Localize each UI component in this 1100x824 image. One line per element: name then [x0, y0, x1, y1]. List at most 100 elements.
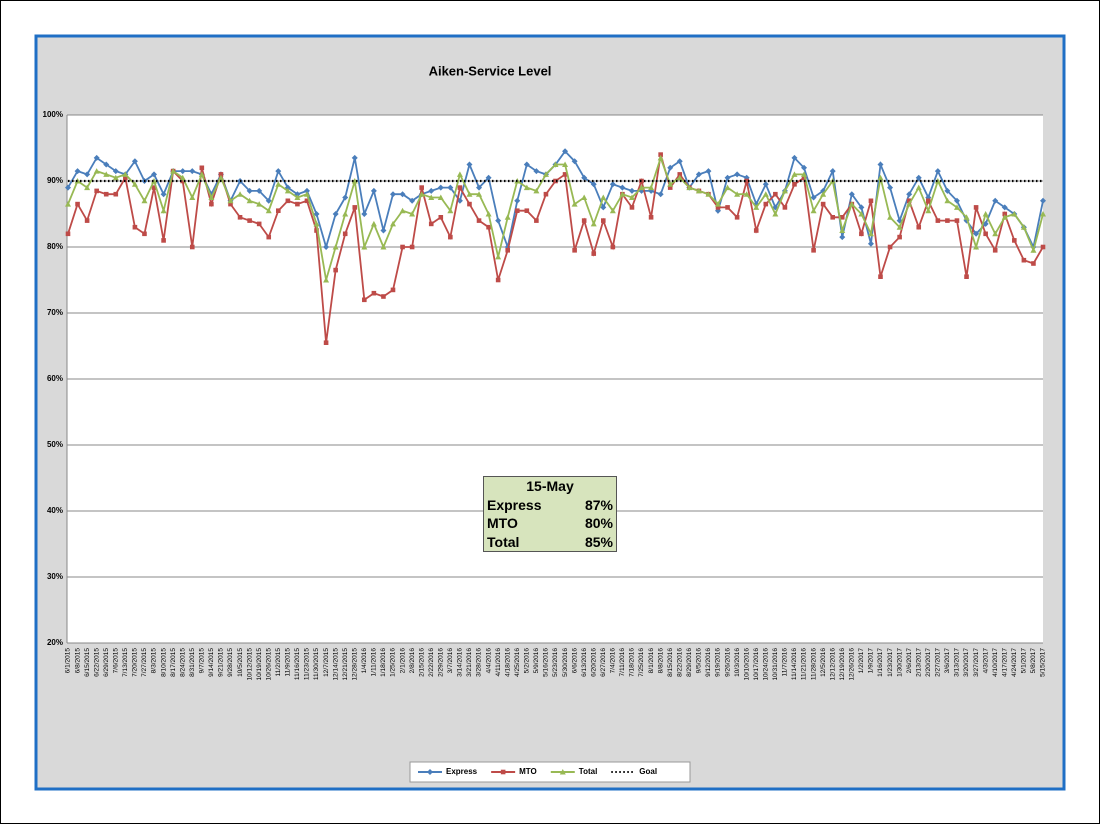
marker	[925, 198, 931, 204]
x-tick-label: 2/8/2016	[409, 648, 416, 674]
marker	[734, 171, 741, 178]
marker	[504, 214, 511, 220]
marker	[763, 201, 769, 207]
x-tick-label: 7/6/2015	[113, 648, 120, 674]
marker	[686, 184, 693, 191]
marker	[170, 168, 177, 174]
x-tick-label: 11/21/2016	[801, 648, 808, 680]
x-tick-label: 2/13/2017	[915, 648, 922, 677]
marker	[801, 164, 808, 171]
marker	[84, 184, 91, 191]
marker	[897, 234, 902, 240]
marker	[657, 191, 664, 198]
marker	[944, 197, 951, 204]
x-tick-label: 9/7/2015	[199, 648, 206, 674]
marker	[552, 161, 559, 167]
x-tick-label: 1/23/2017	[887, 648, 894, 677]
x-tick-label: 7/20/2015	[132, 648, 139, 677]
marker	[705, 191, 712, 197]
marker	[773, 191, 778, 197]
marker	[781, 187, 788, 194]
x-tick-label: 8/3/2015	[151, 648, 158, 674]
marker	[581, 194, 588, 200]
marker	[84, 171, 91, 178]
marker	[906, 198, 912, 204]
marker	[887, 214, 894, 220]
legend-label: MTO	[519, 767, 537, 776]
marker	[65, 231, 71, 237]
marker	[734, 191, 741, 197]
annotation-label: MTO	[487, 515, 518, 531]
annotation-value: 80%	[584, 515, 613, 531]
marker	[533, 187, 540, 194]
x-tick-label: 6/8/2015	[74, 648, 81, 674]
marker	[559, 769, 566, 775]
marker	[1002, 211, 1008, 217]
marker	[332, 244, 339, 250]
x-tick-label: 6/27/2016	[600, 648, 607, 677]
x-tick-label: 3/13/2017	[954, 648, 961, 677]
marker	[256, 201, 263, 207]
marker	[762, 181, 769, 188]
x-tick-label: 8/22/2016	[676, 648, 683, 677]
x-tick-label: 6/1/2015	[65, 648, 72, 674]
marker	[247, 218, 252, 223]
marker	[590, 220, 597, 227]
marker	[609, 181, 616, 188]
marker	[973, 244, 980, 250]
y-tick-label: 60%	[47, 374, 63, 383]
marker	[141, 197, 148, 204]
marker	[438, 215, 444, 220]
x-tick-label: 5/2/2016	[524, 648, 531, 674]
marker	[437, 184, 444, 191]
marker	[896, 224, 903, 230]
marker	[1001, 204, 1008, 211]
marker	[495, 217, 502, 224]
marker	[590, 181, 597, 188]
x-tick-label: 2/27/2017	[935, 648, 942, 677]
marker	[1040, 244, 1046, 250]
annotation-label: Express	[487, 496, 542, 513]
x-tick-label: 2/1/2016	[399, 648, 406, 674]
marker	[419, 185, 424, 190]
marker	[294, 194, 301, 200]
marker	[1012, 238, 1017, 243]
x-tick-label: 12/7/2015	[323, 648, 330, 677]
marker	[925, 207, 932, 214]
marker	[906, 201, 913, 207]
marker	[313, 211, 320, 217]
marker	[581, 218, 587, 223]
marker	[209, 201, 214, 207]
marker	[792, 182, 797, 187]
marker	[342, 211, 349, 217]
marker	[266, 234, 272, 240]
marker	[122, 171, 129, 177]
marker	[447, 184, 454, 191]
x-tick-label: 9/28/2015	[227, 648, 234, 677]
marker	[342, 194, 349, 201]
x-tick-label: 5/9/2016	[533, 648, 540, 674]
marker	[505, 248, 511, 253]
marker	[934, 168, 941, 175]
marker	[963, 214, 970, 220]
marker	[695, 187, 702, 194]
marker	[954, 218, 960, 223]
marker	[352, 205, 358, 210]
y-tick-label: 80%	[47, 242, 63, 251]
x-tick-label: 3/6/2017	[944, 648, 951, 674]
marker	[581, 174, 588, 181]
marker	[848, 191, 855, 198]
x-tick-label: 12/12/2016	[829, 648, 836, 681]
marker	[466, 191, 473, 197]
marker	[103, 161, 110, 168]
x-tick-label: 9/21/2015	[218, 648, 225, 677]
marker	[772, 211, 779, 217]
marker	[390, 191, 396, 198]
marker	[228, 201, 233, 207]
x-tick-label: 12/21/2015	[342, 648, 349, 681]
marker	[409, 197, 416, 204]
marker	[514, 208, 520, 213]
x-tick-label: 7/27/2015	[141, 648, 148, 677]
x-tick-label: 4/11/2016	[495, 648, 502, 677]
